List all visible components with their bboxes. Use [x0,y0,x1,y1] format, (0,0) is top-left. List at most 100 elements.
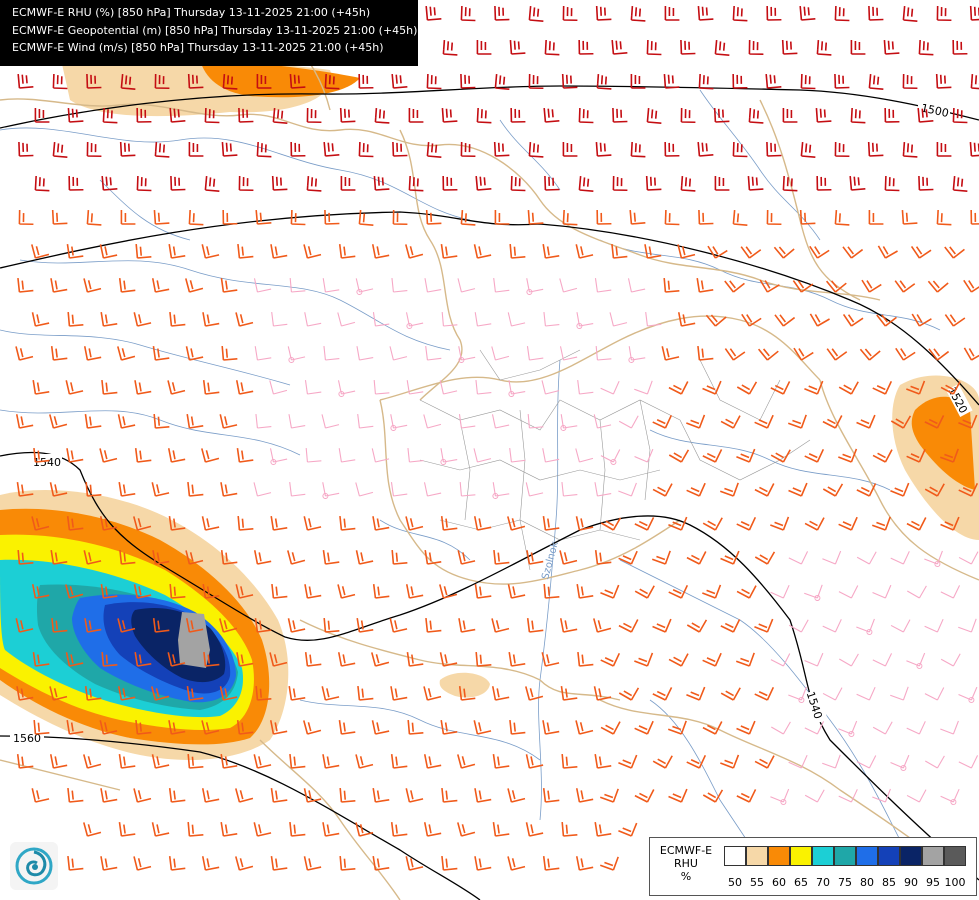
wind-barb [494,210,510,225]
wind-barb [269,448,288,465]
wind-barb [850,40,866,55]
wind-barb [100,788,118,803]
wind-barb [167,448,186,463]
wind-barb [562,5,578,22]
wind-barb [17,277,34,293]
wind-barb [924,483,945,497]
wind-barb [890,619,911,633]
wind-barb [714,39,730,57]
wind-barb [120,73,136,91]
wind-barb [600,652,621,667]
wind-barb [289,73,306,89]
wind-barb [33,447,50,463]
wind-barb [426,141,442,159]
wind-barb [714,176,730,191]
wind-barb [83,550,102,565]
wind-barb [219,618,238,633]
wind-barb [618,415,639,429]
wind-barb [630,141,646,158]
wind-barb [782,108,798,123]
wind-barb [133,584,152,599]
wind-barb [238,107,254,123]
wind-barb [338,448,356,463]
wind-barb [595,141,612,157]
wind-barb [702,449,723,463]
wind-barb [952,39,968,55]
wind-barb [390,686,408,701]
wind-barb [804,789,825,803]
wind-barb [405,788,424,803]
wind-barb [204,107,220,124]
wind-barb [754,686,775,701]
wind-barb [890,415,912,429]
wind-barb [133,312,152,327]
wind-barb [289,482,306,497]
wind-barb [850,107,866,124]
wind-barb [476,107,492,124]
wind-barb [322,822,340,837]
wind-barb [838,516,858,531]
wind-barb [390,482,408,497]
wind-barb [287,346,306,363]
wind-barb [474,856,492,871]
wind-barb [117,414,136,429]
wind-barb [600,721,621,735]
wind-barb [925,755,945,769]
wind-barb [425,346,442,361]
wind-barb [255,685,272,701]
wind-barb [542,720,560,735]
wind-barb [652,755,673,769]
wind-barb [187,821,204,837]
wind-barb [187,481,204,497]
wind-barb [696,278,714,293]
wind-barb [702,721,723,735]
wind-barb [559,278,578,293]
wind-barb [902,141,918,158]
wind-barb [594,550,612,565]
wind-barb [842,313,864,327]
wind-barb [664,209,680,226]
wind-barb [152,346,170,361]
wind-barb [271,312,288,327]
wind-barb [677,312,696,327]
wind-barb [169,107,186,123]
wind-barb [510,107,526,123]
wind-barb [270,244,288,259]
wind-barb [33,719,50,735]
wind-barb [594,754,612,769]
wind-barb [872,584,892,599]
wind-barb [473,244,492,259]
wind-barb [357,414,374,429]
wind-barb [543,107,560,123]
wind-barb [86,73,102,89]
wind-barb [917,107,934,123]
wind-barb [168,244,186,259]
wind-barb [303,720,322,735]
wind-barb [236,448,254,463]
wind-barb [303,244,322,259]
legend-tick-label: 90 [904,876,918,889]
wind-barb [322,754,340,769]
wind-barb [253,754,272,769]
wind-barb [408,108,424,123]
wind-barb [441,312,458,327]
wind-barb [825,280,847,293]
wind-barb [575,448,594,463]
wind-barb [838,789,858,803]
wind-barb [804,584,823,601]
wind-barb [254,618,272,633]
wind-barb [340,176,356,191]
wind-barb [804,517,825,531]
wind-barb [735,652,755,667]
wind-barb [849,175,866,191]
wind-barb [306,107,322,124]
wind-barb [578,107,594,124]
wind-barb [270,788,288,803]
wind-barb [634,517,655,531]
contour-label: 1560 [13,732,41,745]
wind-barb [201,788,220,803]
wind-barb [222,209,238,225]
wind-barb [868,210,884,225]
wind-barb [561,482,578,497]
wind-barb [508,652,526,667]
